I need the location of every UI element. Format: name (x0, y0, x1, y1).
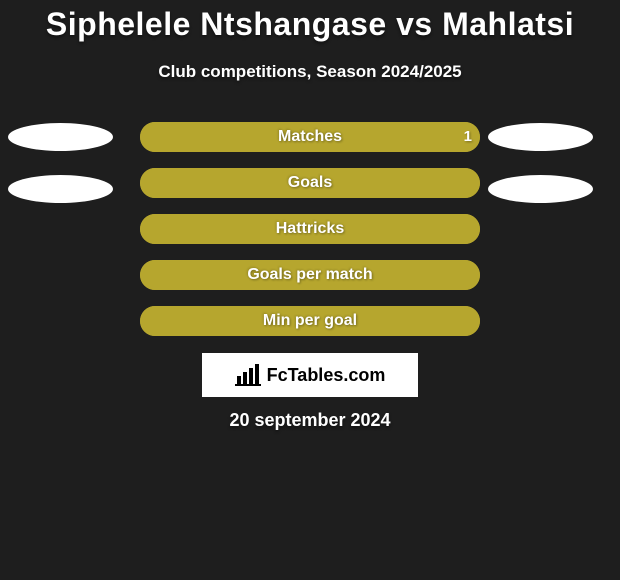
player-right-ellipse (488, 175, 593, 203)
date-text: 20 september 2024 (0, 410, 620, 431)
stat-row: Matches1 (0, 120, 620, 154)
bar-chart-icon (235, 364, 261, 386)
stat-row: Hattricks (0, 212, 620, 246)
player-left-ellipse (8, 175, 113, 203)
page-title: Siphelele Ntshangase vs Mahlatsi (0, 6, 620, 43)
stat-bar: Goals (140, 168, 480, 198)
stat-bar: Hattricks (140, 214, 480, 244)
stat-row: Goals (0, 166, 620, 200)
player-left-ellipse (8, 123, 113, 151)
stat-label: Goals (140, 168, 480, 198)
logo-text: FcTables.com (267, 365, 386, 386)
stat-label: Min per goal (140, 306, 480, 336)
stat-bar: Matches1 (140, 122, 480, 152)
subtitle: Club competitions, Season 2024/2025 (0, 62, 620, 82)
stat-label: Matches (140, 122, 480, 152)
stat-row: Min per goal (0, 304, 620, 338)
stat-label: Goals per match (140, 260, 480, 290)
player-right-ellipse (488, 123, 593, 151)
stat-bar: Min per goal (140, 306, 480, 336)
stat-value-right: 1 (464, 122, 472, 152)
stat-label: Hattricks (140, 214, 480, 244)
stat-bar: Goals per match (140, 260, 480, 290)
fctables-logo: FcTables.com (202, 353, 418, 397)
stat-row: Goals per match (0, 258, 620, 292)
